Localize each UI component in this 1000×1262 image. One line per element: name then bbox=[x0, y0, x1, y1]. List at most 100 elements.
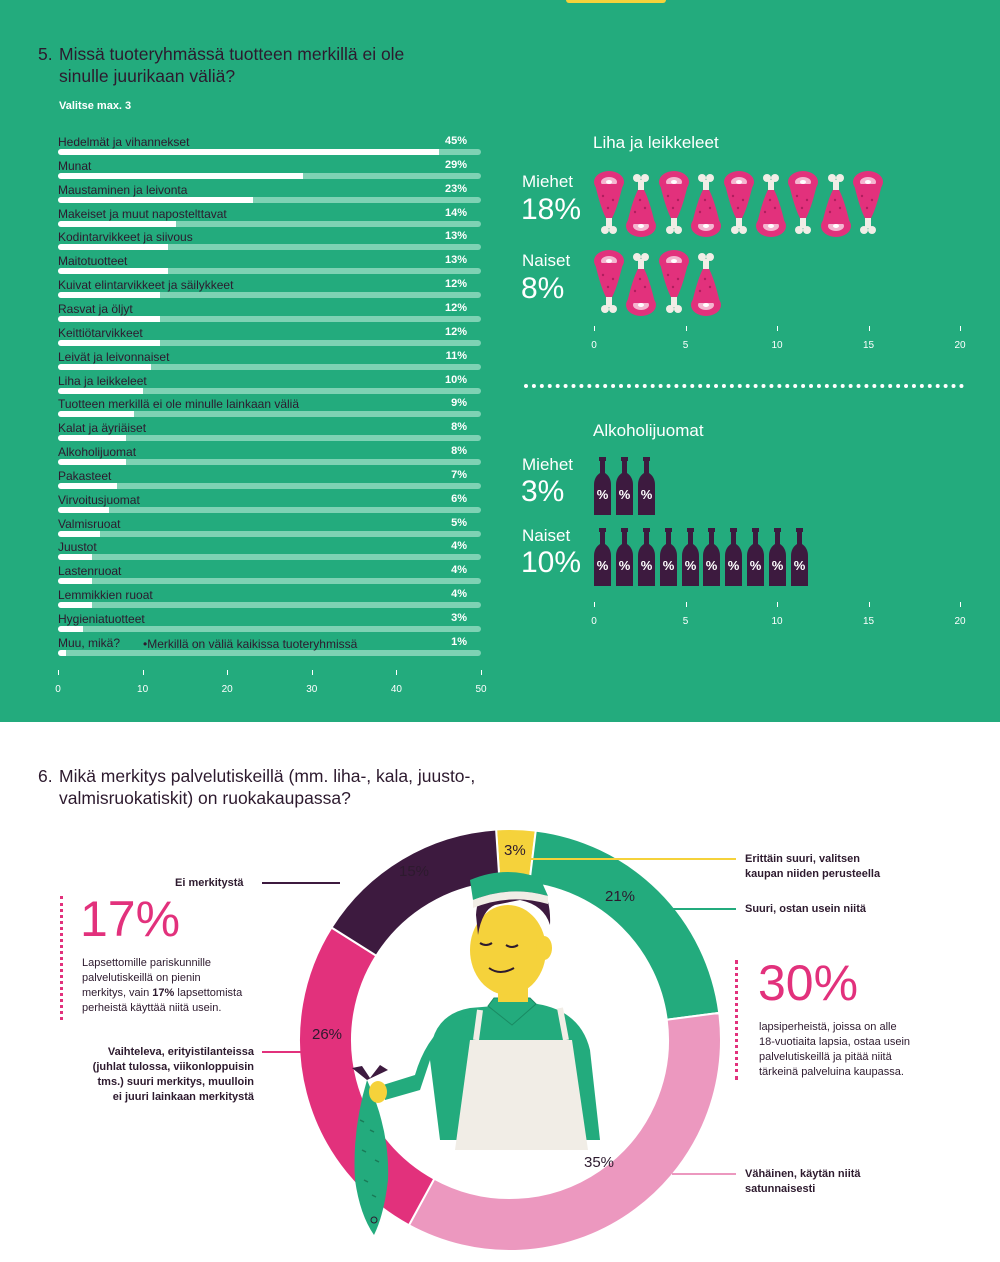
bottle-percent-mark: % bbox=[641, 558, 653, 573]
bar-row: Hedelmät ja vihannekset 45% bbox=[58, 135, 482, 159]
bar-category-label: Pakasteet bbox=[58, 468, 112, 483]
bar-track bbox=[58, 554, 481, 561]
bar bbox=[58, 196, 253, 203]
donut-label-varying: 26% bbox=[312, 1026, 343, 1043]
meat-men-ham-icons bbox=[593, 170, 885, 238]
bar-row: Virvoitusjuomat 6% bbox=[58, 493, 482, 517]
bar-value-label: 8% bbox=[451, 421, 467, 434]
x-axis-tick-label: 15 bbox=[862, 340, 875, 351]
right-stat-line1: lapsiperheistä, joissa on alle bbox=[759, 1021, 897, 1033]
bar-track bbox=[58, 196, 481, 203]
callout-very-big: Erittäin suuri, valitsen kaupan niiden p… bbox=[745, 852, 880, 882]
bar-track bbox=[58, 172, 481, 179]
bar-track bbox=[58, 363, 481, 370]
bar-row: Kuivat elintarvikkeet ja säilykkeet 12% bbox=[58, 278, 482, 302]
bar-value-label: 11% bbox=[445, 349, 467, 362]
x-axis-tick-label: 0 bbox=[591, 340, 597, 351]
bar-category-label: Muu, mikä? bbox=[58, 635, 121, 650]
ham-icon bbox=[820, 174, 851, 237]
donut-slice bbox=[407, 1011, 722, 1252]
bar bbox=[58, 649, 67, 656]
bar bbox=[58, 506, 109, 513]
ham-icon bbox=[594, 250, 624, 313]
ham-icon bbox=[788, 171, 819, 234]
x-axis-tick bbox=[685, 602, 687, 607]
left-stat-line3: merkitys, vain 17% lapsettomista bbox=[82, 986, 302, 1001]
bar-category-label: Makeiset ja muut napostelttavat bbox=[58, 206, 227, 221]
x-axis-tick bbox=[868, 602, 870, 607]
bar-track bbox=[58, 435, 481, 442]
left-stat-value: 17% bbox=[80, 891, 181, 947]
donut-label-big: 21% bbox=[605, 888, 636, 905]
question-6-title-line2: valmisruokatiskit) on ruokakaupassa? bbox=[59, 788, 351, 808]
bottle-icon: % bbox=[769, 528, 787, 586]
meat-men-value: 18% bbox=[521, 193, 582, 226]
bottle-icon: % bbox=[615, 528, 633, 586]
x-axis-tick bbox=[594, 602, 595, 607]
bar-category-label: Juustot bbox=[58, 540, 97, 555]
bar-track bbox=[58, 149, 481, 155]
bar-category-label: Tuotteen merkillä ei ole minulle lainkaa… bbox=[58, 397, 300, 412]
bar-value-label: 13% bbox=[444, 230, 467, 243]
bottle-percent-mark: % bbox=[772, 558, 784, 573]
bar-value-label: 1% bbox=[451, 635, 467, 648]
bottle-icon: % bbox=[659, 528, 677, 586]
bar bbox=[58, 363, 152, 370]
x-axis-tick-label: 40 bbox=[390, 684, 402, 695]
right-stat-text: lapsiperheistä, joissa on alle 18-vuotia… bbox=[759, 1020, 989, 1080]
bar-row: Lemmikkien ruoat 4% bbox=[58, 588, 482, 612]
bottle-percent-mark: % bbox=[728, 558, 740, 573]
meat-women-label: Naiset bbox=[522, 251, 571, 270]
x-axis-tick-label: 20 bbox=[954, 340, 966, 351]
right-stat-value: 30% bbox=[758, 955, 859, 1011]
bottle-percent-mark: % bbox=[662, 558, 674, 573]
leader-none bbox=[262, 882, 340, 884]
donut-slice bbox=[330, 828, 501, 958]
bar-row: Maitotuotteet 13% bbox=[58, 254, 482, 278]
bar-value-label: 4% bbox=[451, 564, 467, 577]
bar-track bbox=[58, 530, 481, 537]
bar bbox=[58, 268, 168, 275]
bar-row: Munat 29% bbox=[58, 159, 482, 183]
x-axis-tick bbox=[396, 670, 398, 675]
bar bbox=[58, 292, 160, 299]
bar-category-label: Kalat ja äyriäiset bbox=[58, 421, 147, 436]
ham-icon bbox=[723, 171, 754, 234]
right-stat-line4: tärkeinä palveluina kaupassa. bbox=[759, 1066, 904, 1078]
bar bbox=[58, 530, 101, 537]
bar bbox=[58, 315, 160, 322]
alcohol-men-value: 3% bbox=[521, 475, 565, 508]
bar bbox=[58, 602, 92, 609]
ham-icon bbox=[755, 174, 786, 237]
bar-value-label: 13% bbox=[444, 254, 467, 267]
bottle-percent-mark: % bbox=[619, 487, 631, 502]
question-6-number: 6. bbox=[38, 766, 53, 786]
question-5-title-line2: sinulle juurikaan väliä? bbox=[59, 66, 236, 86]
x-axis-tick bbox=[58, 670, 59, 675]
bar-value-label: 12% bbox=[444, 301, 467, 314]
bottle-percent-mark: % bbox=[597, 558, 609, 573]
callout-varying-line4: ei juuri lainkaan merkitystä bbox=[112, 1091, 254, 1103]
bar-value-label: 14% bbox=[444, 206, 467, 219]
left-stat-line1: Lapsettomille pariskunnille bbox=[82, 957, 212, 969]
alcohol-panel-title: Alkoholijuomat bbox=[593, 421, 704, 440]
alcohol-men-bottle-icons: %%% bbox=[593, 457, 659, 515]
bar-track bbox=[58, 387, 481, 394]
x-axis-tick bbox=[594, 326, 595, 331]
ham-icon bbox=[594, 171, 624, 234]
bar-value-label: 5% bbox=[451, 516, 467, 529]
bar-row: Juustot 4% bbox=[58, 540, 482, 564]
bar bbox=[58, 172, 304, 179]
x-axis-tick bbox=[481, 670, 482, 675]
bottle-icon: % bbox=[615, 457, 633, 515]
bar-track bbox=[58, 339, 481, 346]
bar-track bbox=[58, 411, 481, 418]
donut-label-none: 15% bbox=[399, 863, 430, 880]
leader-varying bbox=[262, 1051, 308, 1053]
left-stat-dotted-line bbox=[60, 896, 63, 1020]
question-6-title: 6. Mikä merkitys palvelutiskeillä (mm. li… bbox=[38, 765, 538, 809]
bottle-percent-mark: % bbox=[750, 558, 762, 573]
callout-very-big-line1: Erittäin suuri, valitsen bbox=[745, 853, 860, 865]
ham-icon bbox=[658, 171, 689, 234]
alcohol-men-label: Miehet bbox=[522, 455, 574, 474]
